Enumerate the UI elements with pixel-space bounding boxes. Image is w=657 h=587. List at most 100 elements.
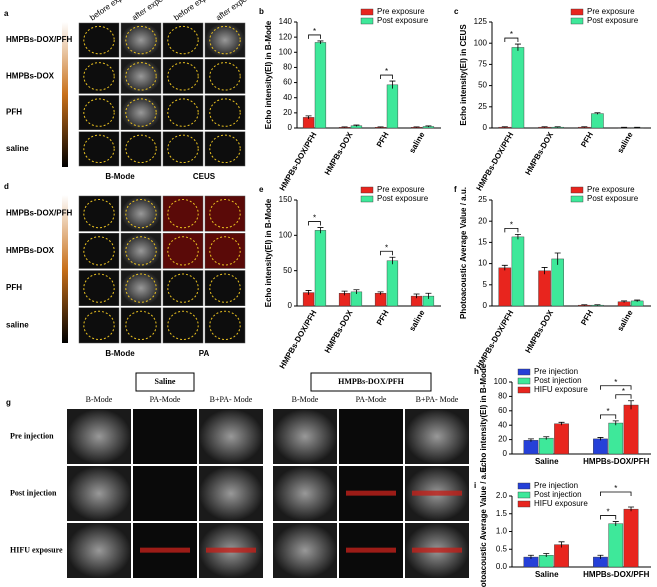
image-cell [204,131,246,167]
image-cell [78,233,120,269]
image-cell [120,233,162,269]
roi-outline [125,310,157,340]
panel-letter: h [474,367,479,376]
error-bar [413,126,420,128]
significance-label: * [510,30,513,39]
row-label: HMPBs-DOX/PFH [6,209,72,218]
image-cell [162,131,204,167]
row-label: PFH [6,283,22,292]
pa-signal [140,547,190,553]
legend-label: Post exposure [377,194,429,203]
roi-outline [83,25,115,55]
bar [386,260,399,307]
x-tick-label: saline [616,308,635,333]
image-cell [78,307,120,344]
bar [386,84,399,129]
x-tick-label: HMPBs-DOX/PFH [278,130,319,192]
row-label: HMPBs-DOX [6,71,55,80]
panel-letter: e [259,185,264,194]
error-bar [527,438,534,442]
group-label: Saline [155,377,176,386]
y-tick-label: 80 [498,392,507,401]
pa-signal [346,547,396,553]
legend-swatch [570,8,584,16]
y-tick-label: 75 [478,60,487,69]
error-bar [353,124,360,127]
y-axis-title: Echo intensity(EI) in B-Mode [479,363,488,472]
y-tick-label: 0 [483,123,488,132]
x-tick-label: HMPBs-DOX/PFH [583,570,649,579]
error-bar [612,420,619,426]
bar [314,230,327,307]
error-bar [377,291,384,295]
error-bar [341,126,348,128]
roi-outline [209,62,241,91]
image-cell [204,233,246,269]
y-tick-label: 15 [478,238,487,247]
legend-swatch [360,186,374,194]
footer-label: B-Mode [105,172,135,181]
bar [374,293,387,307]
image-cell [273,466,337,521]
error-bar [305,290,312,295]
y-tick-label: 60 [498,406,507,415]
legend-label: Post injection [534,490,582,499]
y-axis-title: Echo intensity(EI) in B-Mode [264,20,273,129]
significance-label: * [385,67,388,76]
error-bar [413,293,420,299]
x-tick-label: HMPBs-DOX/PFH [583,457,649,466]
error-bar [541,267,548,275]
image-cell [120,131,162,167]
error-bar [389,256,396,265]
row-label: HMPBs-DOX [6,246,55,255]
y-tick-label: 25 [478,102,487,111]
y-tick-label: 40 [283,93,292,102]
y-tick-label: 80 [283,63,292,72]
roi-outline [125,62,157,91]
roi-outline [167,62,199,91]
error-bar [389,80,396,89]
y-axis-title: Photoacoustic Average Value / a.u. [479,466,488,587]
legend-swatch [517,482,531,490]
column-label: PA-Mode [150,395,181,404]
error-bar [514,43,521,51]
panel-letter: c [454,7,459,16]
y-tick-label: 40 [498,420,507,429]
error-bar [501,126,508,128]
image-cell [78,270,120,306]
image-cell [339,409,403,464]
significance-bracket [380,250,393,256]
image-cell [204,22,246,58]
pa-signal [346,490,396,496]
roi-outline [83,199,115,229]
image-cell [273,409,337,464]
x-tick-label: PFH [579,308,595,327]
footer-label: CEUS [193,172,216,181]
error-bar [597,437,604,441]
roi-outline [83,134,115,164]
legend-label: Pre exposure [377,185,425,194]
roi-outline [83,273,115,303]
legend-label: HIFU exposure [534,499,588,508]
y-tick-label: 50 [283,266,292,275]
roi-outline [167,236,199,266]
image-cell [78,131,120,167]
legend-swatch [360,8,374,16]
panel-letter: f [454,185,457,194]
x-tick-label: HMPBs-DOX [523,130,555,177]
legend-label: Pre injection [534,481,578,490]
error-bar [621,126,628,128]
y-tick-label: 60 [283,78,292,87]
legend-swatch [570,195,584,203]
footer-label: B-Mode [105,349,135,358]
bar [554,544,569,568]
image-cell [199,466,263,521]
bar [498,267,512,307]
error-bar [581,126,588,128]
y-tick-label: 2.0 [496,491,508,500]
legend-swatch [517,377,531,385]
error-bar [554,126,561,128]
error-bar [581,304,588,306]
y-tick-label: 20 [283,108,292,117]
image-cell [133,466,197,521]
